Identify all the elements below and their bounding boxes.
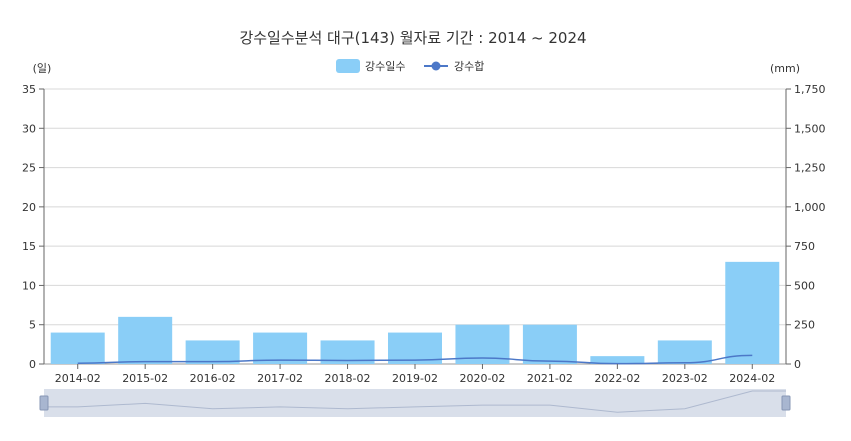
y-left-tick-label: 30 — [22, 122, 36, 135]
legend-line-label: 강수합 — [454, 60, 484, 73]
x-tick-label: 2020-02 — [459, 372, 505, 385]
y-left-axis: 0 5 10 15 20 25 30 35 — [22, 83, 45, 371]
line-point[interactable] — [547, 359, 552, 364]
bar[interactable] — [185, 340, 240, 364]
bar[interactable] — [590, 356, 645, 364]
bar[interactable] — [118, 316, 173, 364]
x-tick-label: 2015-02 — [122, 372, 168, 385]
x-tick-label: 2019-02 — [392, 372, 438, 385]
legend[interactable]: 강수일수 강수합 — [336, 59, 484, 73]
line-point[interactable] — [413, 358, 418, 363]
x-tick-label: 2022-02 — [594, 372, 640, 385]
bar[interactable] — [253, 332, 308, 364]
navigator[interactable] — [39, 389, 791, 417]
y-left-tick-label: 20 — [22, 201, 36, 214]
line-point[interactable] — [345, 358, 350, 363]
y-right-unit: (mm) — [770, 62, 800, 75]
y-right-tick-label: 0 — [794, 358, 801, 371]
chart-title: 강수일수분석 대구(143) 월자료 기간 : 2014 ~ 2024 — [239, 29, 586, 47]
line-point[interactable] — [750, 353, 755, 358]
y-left-unit: (일) — [33, 61, 52, 75]
y-right-tick-label: 500 — [794, 279, 815, 292]
bar[interactable] — [725, 261, 780, 364]
x-tick-label: 2024-02 — [729, 372, 775, 385]
y-left-tick-label: 25 — [22, 162, 36, 175]
y-right-tick-label: 1,000 — [794, 201, 826, 214]
x-axis: 2014-02 2015-02 2016-02 2017-02 2018-02 2019-… — [55, 364, 775, 385]
bar[interactable] — [522, 324, 577, 364]
y-right-tick-label: 750 — [794, 240, 815, 253]
y-left-tick-label: 0 — [29, 358, 36, 371]
line-point[interactable] — [278, 358, 283, 363]
y-right-tick-label: 250 — [794, 319, 815, 332]
bar-series — [50, 261, 780, 364]
y-left-tick-label: 35 — [22, 83, 36, 96]
bar[interactable] — [320, 340, 375, 364]
legend-bar-label: 강수일수 — [365, 59, 405, 73]
legend-item-bar[interactable]: 강수일수 — [336, 59, 405, 73]
x-tick-label: 2014-02 — [55, 372, 101, 385]
navigator-right-handle[interactable] — [781, 395, 791, 411]
bar[interactable] — [388, 332, 442, 364]
y-right-axis: 0 250 500 750 1,000 1,250 1,500 1,750 — [785, 83, 826, 371]
line-point[interactable] — [143, 359, 148, 364]
y-right-tick-label: 1,500 — [794, 122, 826, 135]
y-left-tick-label: 10 — [22, 279, 36, 292]
legend-line-marker — [431, 61, 441, 71]
legend-item-line[interactable]: 강수합 — [424, 60, 484, 73]
line-point[interactable] — [480, 356, 485, 361]
y-left-tick-label: 5 — [29, 319, 36, 332]
x-tick-label: 2017-02 — [257, 372, 303, 385]
line-point[interactable] — [210, 359, 215, 364]
x-tick-label: 2018-02 — [325, 372, 371, 385]
x-tick-label: 2023-02 — [662, 372, 708, 385]
navigator-left-handle[interactable] — [39, 395, 49, 411]
y-right-tick-label: 1,750 — [794, 83, 826, 96]
bar[interactable] — [657, 340, 712, 364]
y-right-tick-label: 1,250 — [794, 162, 826, 175]
line-series — [77, 353, 755, 365]
bar[interactable] — [50, 332, 105, 364]
x-tick-label: 2021-02 — [527, 372, 573, 385]
navigator-track[interactable] — [44, 389, 786, 417]
line-path — [77, 354, 753, 365]
x-tick-label: 2016-02 — [190, 372, 236, 385]
y-left-tick-label: 15 — [22, 240, 36, 253]
legend-bar-swatch — [336, 59, 360, 73]
navigator-preview-line — [44, 390, 786, 413]
